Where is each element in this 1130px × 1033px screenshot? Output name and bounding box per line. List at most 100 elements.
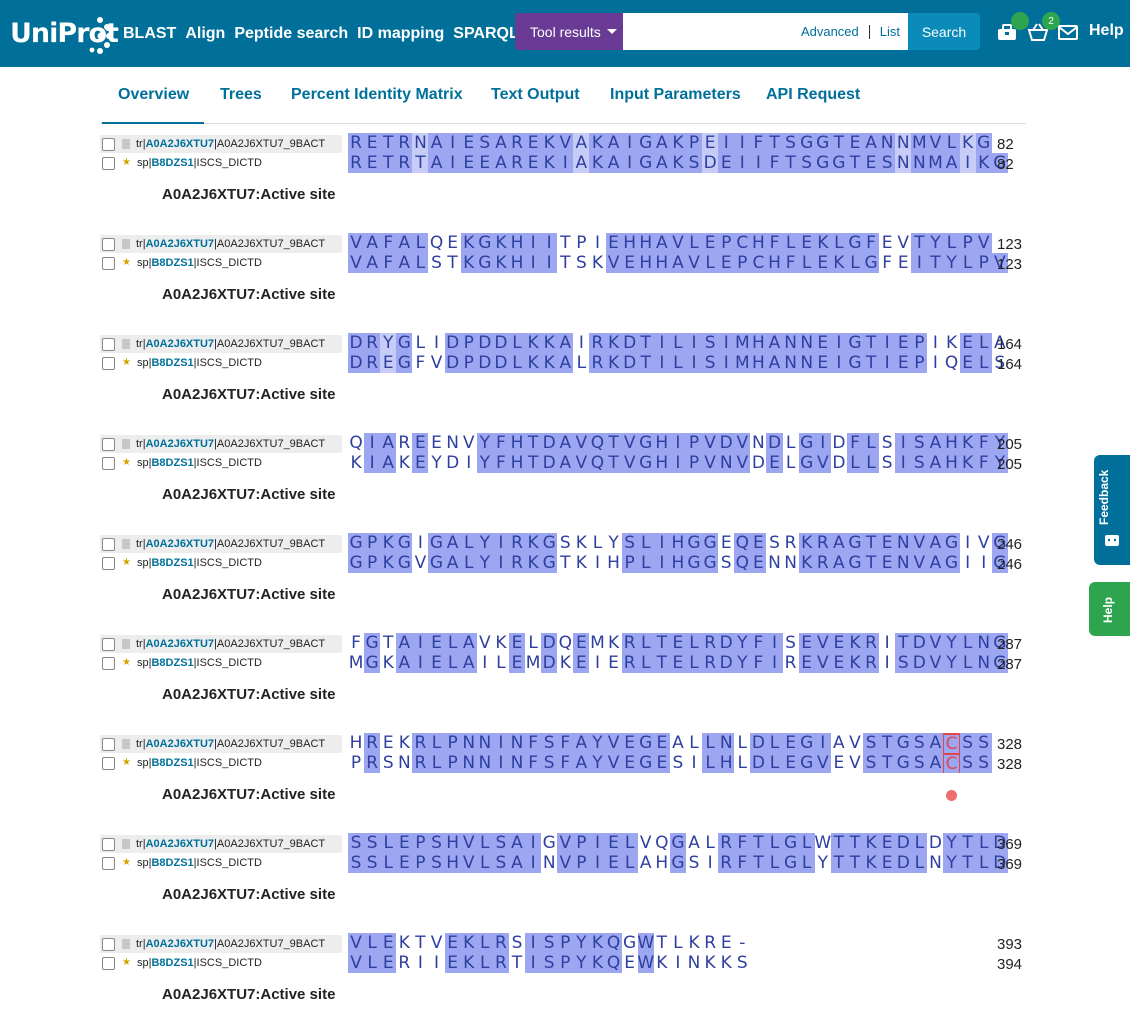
residue: P (975, 253, 992, 273)
row-checkbox[interactable] (102, 256, 115, 270)
row-checkbox[interactable] (102, 837, 115, 851)
residue: T (879, 733, 896, 753)
accession-link[interactable]: B8DZS1 (151, 557, 194, 569)
residue: K (350, 453, 362, 473)
residue: G (623, 933, 637, 953)
row-checkbox[interactable] (102, 237, 115, 251)
accession-link[interactable]: B8DZS1 (151, 157, 194, 169)
tab-overview[interactable]: Overview (118, 86, 190, 103)
residue: F (863, 233, 880, 253)
accession-link[interactable]: A0A2J6XTU7 (145, 638, 215, 650)
residue: V (977, 533, 990, 553)
accession-link[interactable]: B8DZS1 (151, 757, 194, 769)
residue: F (492, 433, 509, 453)
residue: - (739, 933, 746, 953)
accession-link[interactable]: B8DZS1 (151, 357, 194, 369)
accession-link[interactable]: B8DZS1 (151, 957, 194, 969)
residue: T (525, 453, 542, 473)
accession-link[interactable]: B8DZS1 (151, 457, 194, 469)
row-checkbox[interactable] (102, 437, 115, 451)
mail-icon[interactable] (1057, 21, 1079, 43)
residue: D (702, 153, 719, 173)
residue: N (879, 133, 896, 153)
residue: Y (927, 233, 944, 253)
residue: I (814, 433, 831, 453)
accession-link[interactable]: A0A2J6XTU7 (145, 238, 215, 250)
residue: H (943, 453, 960, 473)
residue: I (653, 353, 670, 373)
residue: R (492, 953, 509, 973)
row-checkbox[interactable] (102, 537, 115, 551)
residue: I (525, 833, 542, 853)
residue: R (364, 733, 381, 753)
row-checkbox[interactable] (102, 856, 115, 870)
row-checkbox[interactable] (102, 956, 115, 970)
accession-link[interactable]: A0A2J6XTU7 (145, 938, 215, 950)
unreviewed-icon (122, 139, 130, 149)
uniprot-logo[interactable]: UniProt (10, 11, 119, 57)
advanced-search-link[interactable]: Advanced (800, 24, 859, 39)
feedback-button[interactable]: Feedback (1094, 455, 1130, 565)
row-checkbox[interactable] (102, 937, 115, 951)
nav-align[interactable]: Align (185, 24, 226, 42)
residue: G (830, 153, 847, 173)
residue: V (557, 853, 574, 873)
tab-input-parameters[interactable]: Input Parameters (610, 86, 741, 103)
nav-peptide-search[interactable]: Peptide search (234, 24, 349, 42)
accession-link[interactable]: A0A2J6XTU7 (145, 138, 215, 150)
row-checkbox[interactable] (102, 337, 115, 351)
help-link[interactable]: Help (1089, 22, 1124, 39)
residue: V (814, 753, 831, 773)
row-checkbox[interactable] (102, 356, 115, 370)
accession-link[interactable]: A0A2J6XTU7 (145, 738, 215, 750)
tab-text-output[interactable]: Text Output (491, 86, 580, 103)
residue: A (993, 333, 1006, 353)
help-widget-button[interactable]: Help (1089, 582, 1130, 636)
accession-link[interactable]: A0A2J6XTU7 (145, 538, 215, 550)
accession-link[interactable]: A0A2J6XTU7 (145, 438, 215, 450)
active-site-marker[interactable] (946, 790, 958, 801)
position-number: 82 (997, 136, 1014, 153)
search-button[interactable]: Search (908, 13, 980, 50)
residue: H (943, 433, 960, 453)
row-checkbox[interactable] (102, 137, 115, 151)
residue: N (718, 733, 735, 753)
tool-results-dropdown[interactable]: Tool results (515, 13, 623, 50)
accession-link[interactable]: B8DZS1 (151, 257, 194, 269)
basket-icon[interactable] (1027, 21, 1049, 43)
tab-percent-identity-matrix[interactable]: Percent Identity Matrix (291, 86, 463, 103)
residue: R (508, 553, 526, 573)
sequence-label-seq2: ★ sp| B8DZS1 |ISCS_DICTD (100, 954, 342, 972)
residue: N (687, 953, 701, 973)
nav-sparql[interactable]: SPARQL (453, 24, 519, 42)
residue: E (895, 333, 912, 353)
tab-api-request[interactable]: API Request (766, 86, 861, 103)
residue: Q (605, 933, 622, 953)
accession-link[interactable]: A0A2J6XTU7 (145, 838, 215, 850)
accession-link[interactable]: A0A2J6XTU7 (145, 338, 215, 350)
row-checkbox[interactable] (102, 737, 115, 751)
residue: T (846, 853, 863, 873)
row-checkbox[interactable] (102, 637, 115, 651)
nav-blast[interactable]: BLAST (123, 24, 177, 42)
residue: H (621, 233, 638, 253)
residue: G (541, 553, 558, 573)
residue: S (863, 753, 880, 773)
tab-trees[interactable]: Trees (220, 86, 262, 103)
list-search-link[interactable]: List (879, 24, 900, 39)
accession-link[interactable]: B8DZS1 (151, 857, 194, 869)
position-number: 164 (997, 356, 1023, 373)
row-checkbox[interactable] (102, 756, 115, 770)
row-checkbox[interactable] (102, 156, 115, 170)
residue: K (589, 953, 606, 973)
accession-link[interactable]: B8DZS1 (151, 657, 194, 669)
tool-results-icon[interactable] (996, 21, 1018, 43)
row-checkbox[interactable] (102, 656, 115, 670)
nav-id-mapping[interactable]: ID mapping (357, 24, 445, 42)
residue: I (884, 653, 890, 673)
row-checkbox[interactable] (102, 556, 115, 570)
residue: K (575, 553, 587, 573)
row-checkbox[interactable] (102, 456, 115, 470)
residue: E (798, 653, 815, 673)
search-input[interactable]: Advanced List (623, 13, 908, 50)
